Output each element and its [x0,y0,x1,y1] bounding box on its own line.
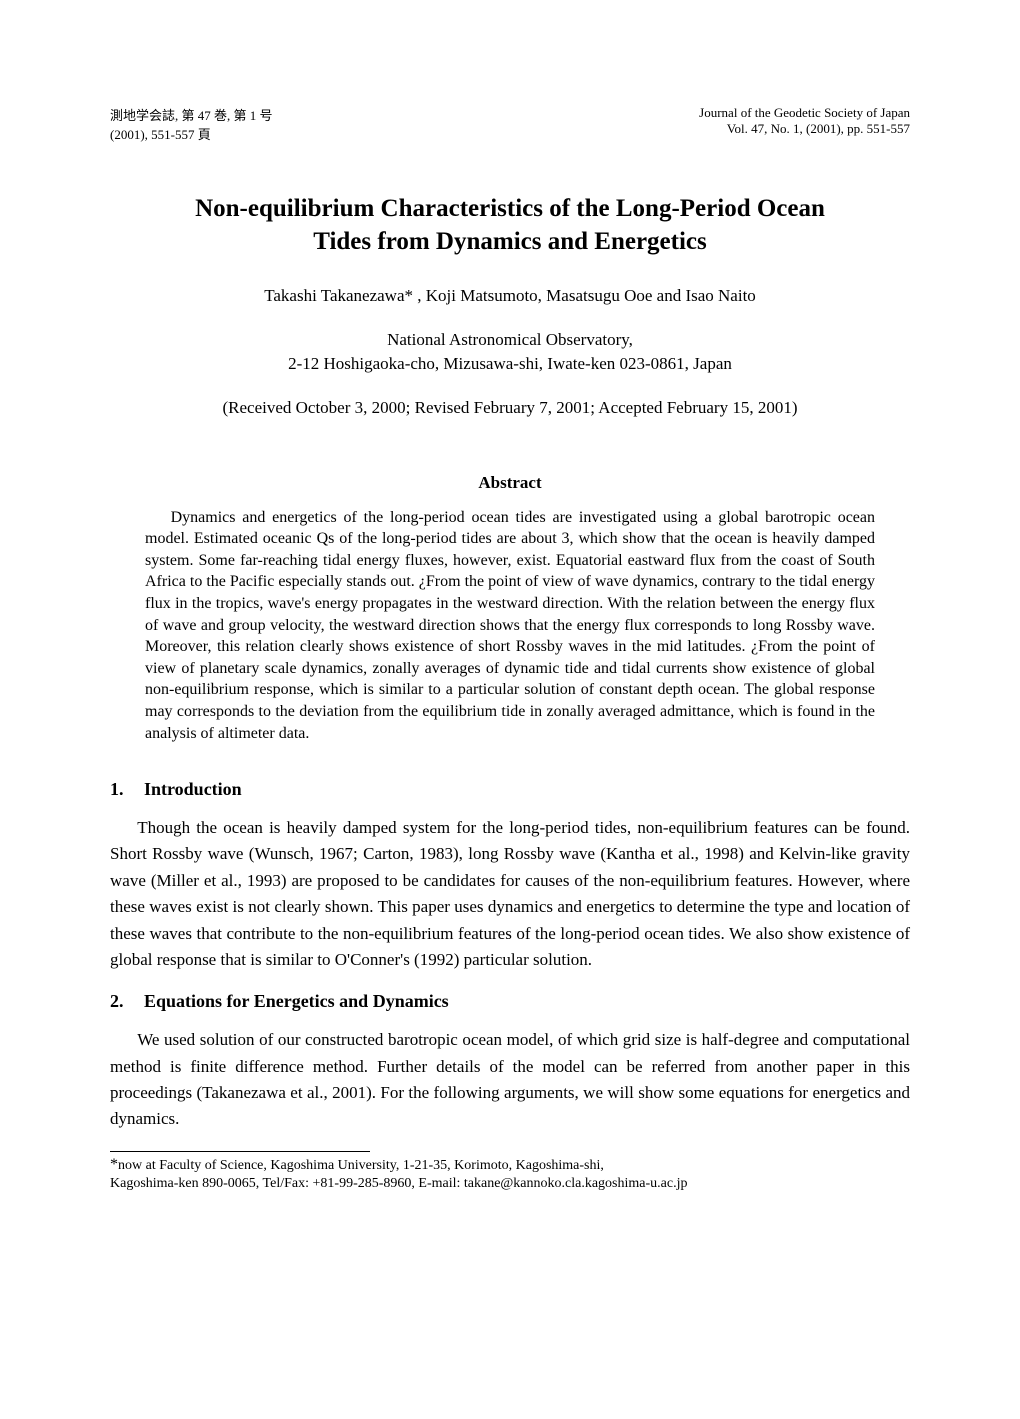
abstract-body: Dynamics and energetics of the long-peri… [145,507,875,745]
section-2-title: Equations for Energetics and Dynamics [144,991,449,1011]
abstract-heading: Abstract [110,473,910,493]
submission-dates: (Received October 3, 2000; Revised Febru… [110,398,910,418]
header-left: 測地学会誌, 第 47 巻, 第 1 号 (2001), 551-557 頁 [110,105,273,143]
section-2-heading: 2. Equations for Energetics and Dynamics [110,991,910,1012]
header-right-line2: Vol. 47, No. 1, (2001), pp. 551-557 [699,121,910,137]
footnote-rule [110,1151,370,1152]
footnote: *now at Faculty of Science, Kagoshima Un… [110,1154,910,1195]
title-line2: Tides from Dynamics and Energetics [313,228,707,255]
title-line1: Non-equilibrium Characteristics of the L… [195,195,825,222]
section-1-title: Introduction [144,779,242,799]
section-2-number: 2. [110,991,124,1012]
section-1-number: 1. [110,779,124,800]
section-1-para-1: Though the ocean is heavily damped syste… [110,815,910,973]
header-left-line2: (2001), 551-557 頁 [110,124,273,143]
footnote-mark-icon: * [110,1156,118,1173]
footnote-line1: now at Faculty of Science, Kagoshima Uni… [118,1158,604,1173]
header-right-line1: Journal of the Geodetic Society of Japan [699,105,910,121]
paper-title: Non-equilibrium Characteristics of the L… [110,193,910,258]
running-header: 測地学会誌, 第 47 巻, 第 1 号 (2001), 551-557 頁 J… [110,105,910,143]
section-2-para-1: We used solution of our constructed baro… [110,1027,910,1132]
header-left-line1: 測地学会誌, 第 47 巻, 第 1 号 [110,105,273,124]
affiliation-line2: 2-12 Hoshigaoka-cho, Mizusawa-shi, Iwate… [288,354,732,373]
authors: Takashi Takanezawa* , Koji Matsumoto, Ma… [110,286,910,306]
affiliation-line1: National Astronomical Observatory, [387,330,633,349]
header-right: Journal of the Geodetic Society of Japan… [699,105,910,143]
footnote-line2: Kagoshima-ken 890-0065, Tel/Fax: +81-99-… [110,1176,687,1191]
section-1-heading: 1. Introduction [110,779,910,800]
affiliation: National Astronomical Observatory, 2-12 … [110,328,910,376]
